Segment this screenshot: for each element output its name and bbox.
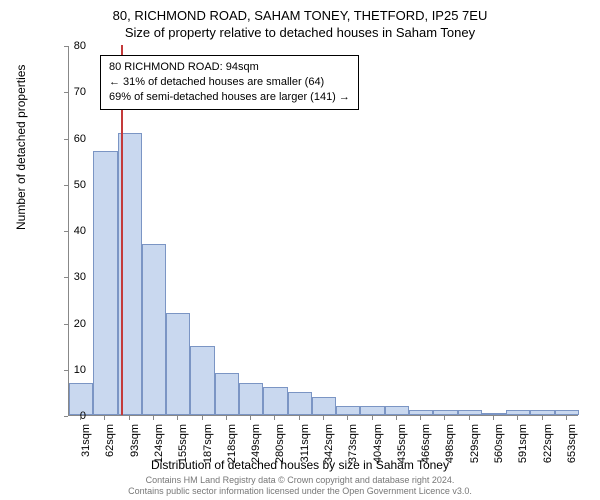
histogram-bar [530,410,554,415]
x-tick-label: 435sqm [396,424,408,464]
y-axis-label: Number of detached properties [14,65,28,230]
y-tick-mark [64,46,68,47]
y-tick-mark [64,139,68,140]
y-tick-label: 30 [56,271,86,283]
annotation-box: 80 RICHMOND ROAD: 94sqm ← 31% of detache… [100,55,359,110]
x-tick-label: 529sqm [469,424,481,464]
x-tick-mark [226,416,227,420]
histogram-bar [433,410,457,415]
y-tick-mark [64,277,68,278]
x-tick-label: 31sqm [80,424,92,464]
x-tick-label: 187sqm [202,424,214,464]
x-tick-mark [493,416,494,420]
histogram-bar [312,397,336,416]
x-tick-label: 280sqm [274,424,286,464]
y-tick-mark [64,231,68,232]
y-tick-label: 70 [56,86,86,98]
histogram-bar [166,313,190,415]
x-tick-mark [469,416,470,420]
x-tick-label: 498sqm [444,424,456,464]
x-tick-mark [250,416,251,420]
y-tick-label: 60 [56,133,86,145]
y-tick-mark [64,324,68,325]
histogram-bar [263,387,287,415]
x-tick-mark [202,416,203,420]
x-tick-label: 560sqm [493,424,505,464]
histogram-bar [409,410,433,415]
histogram-bar [336,406,360,415]
x-tick-label: 311sqm [299,424,311,464]
x-tick-mark [542,416,543,420]
histogram-bar [93,151,117,415]
histogram-bar [555,410,579,415]
x-tick-mark [104,416,105,420]
x-tick-label: 124sqm [153,424,165,464]
chart-title-address: 80, RICHMOND ROAD, SAHAM TONEY, THETFORD… [0,8,600,23]
x-tick-label: 155sqm [177,424,189,464]
x-tick-mark [444,416,445,420]
x-tick-mark [80,416,81,420]
x-tick-mark [299,416,300,420]
footer-attribution: Contains HM Land Registry data © Crown c… [0,475,600,497]
y-tick-mark [64,92,68,93]
x-tick-mark [566,416,567,420]
x-tick-label: 373sqm [347,424,359,464]
annotation-line: 80 RICHMOND ROAD: 94sqm [109,60,350,75]
x-tick-label: 404sqm [372,424,384,464]
histogram-bar [482,413,506,415]
y-tick-mark [64,185,68,186]
footer-line: Contains public sector information licen… [0,486,600,497]
histogram-bar [239,383,263,415]
y-tick-label: 50 [56,179,86,191]
annotation-line: 69% of semi-detached houses are larger (… [109,90,350,105]
x-tick-mark [177,416,178,420]
x-tick-label: 342sqm [323,424,335,464]
footer-line: Contains HM Land Registry data © Crown c… [0,475,600,486]
x-tick-label: 466sqm [420,424,432,464]
x-tick-label: 218sqm [226,424,238,464]
histogram-bar [360,406,384,415]
x-tick-mark [517,416,518,420]
y-tick-label: 80 [56,40,86,52]
x-tick-label: 249sqm [250,424,262,464]
annotation-line: ← 31% of detached houses are smaller (64… [109,75,350,90]
x-tick-mark [347,416,348,420]
x-tick-label: 653sqm [566,424,578,464]
histogram-bar [190,346,214,415]
x-tick-mark [153,416,154,420]
x-tick-mark [274,416,275,420]
x-tick-label: 93sqm [129,424,141,464]
x-tick-mark [396,416,397,420]
y-tick-label: 40 [56,225,86,237]
histogram-bar [142,244,166,415]
histogram-bar [288,392,312,415]
histogram-bar [506,410,530,415]
x-tick-label: 622sqm [542,424,554,464]
y-tick-label: 10 [56,364,86,376]
x-tick-mark [420,416,421,420]
histogram-bar [385,406,409,415]
y-tick-mark [64,416,68,417]
histogram-bar [215,373,239,415]
x-tick-mark [129,416,130,420]
histogram-bar [458,410,482,415]
y-tick-label: 0 [56,410,86,422]
chart-subtitle: Size of property relative to detached ho… [0,25,600,40]
x-tick-label: 62sqm [104,424,116,464]
y-tick-label: 20 [56,318,86,330]
x-tick-mark [372,416,373,420]
x-tick-label: 591sqm [517,424,529,464]
x-tick-mark [323,416,324,420]
y-tick-mark [64,370,68,371]
